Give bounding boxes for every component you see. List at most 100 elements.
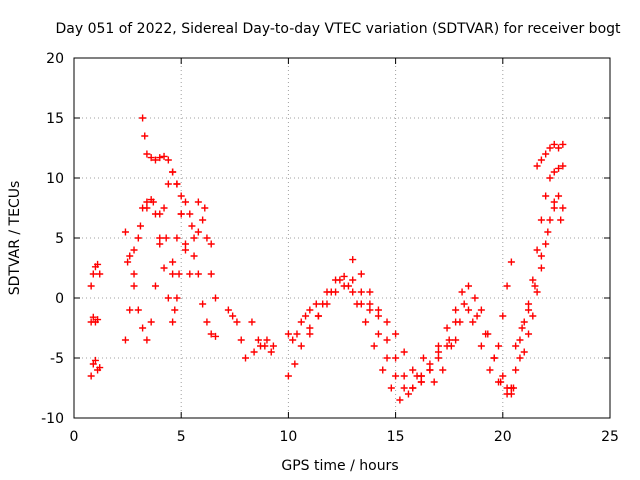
data-point <box>164 156 172 164</box>
x-tick-label: 0 <box>70 429 79 445</box>
series-track-t <box>507 192 567 392</box>
data-point <box>169 318 177 326</box>
y-tick-label: 0 <box>55 291 64 307</box>
data-point <box>503 282 511 290</box>
data-point <box>203 318 211 326</box>
data-point <box>306 324 314 332</box>
data-point <box>229 312 237 320</box>
data-point <box>400 384 408 392</box>
data-point <box>151 282 159 290</box>
series-track-a <box>87 260 104 290</box>
series-track-f <box>124 198 215 278</box>
data-point <box>542 150 550 158</box>
data-point <box>533 162 541 170</box>
data-point <box>143 204 151 212</box>
data-point <box>542 192 550 200</box>
data-point <box>156 234 164 242</box>
data-point <box>357 288 365 296</box>
data-point <box>201 204 209 212</box>
data-point <box>171 306 179 314</box>
data-point <box>169 258 177 266</box>
data-point <box>392 330 400 338</box>
data-point <box>452 318 460 326</box>
data-point <box>302 312 310 320</box>
data-point <box>507 384 515 392</box>
data-point <box>387 384 395 392</box>
data-point <box>559 204 567 212</box>
data-point <box>126 306 134 314</box>
data-point <box>284 330 292 338</box>
data-point <box>124 258 132 266</box>
y-tick-label: 20 <box>46 51 64 67</box>
data-point <box>149 198 157 206</box>
data-point <box>156 154 164 162</box>
data-point <box>374 312 382 320</box>
data-point <box>550 140 558 148</box>
data-point <box>96 364 104 372</box>
data-point <box>207 240 215 248</box>
data-point <box>332 288 340 296</box>
series-track-e <box>121 168 220 344</box>
data-point <box>323 300 331 308</box>
data-point <box>94 260 102 268</box>
data-point <box>89 270 97 278</box>
data-point <box>143 336 151 344</box>
data-point <box>160 204 168 212</box>
data-point <box>121 228 129 236</box>
data-point <box>426 360 434 368</box>
x-tick-label: 25 <box>601 429 619 445</box>
data-point <box>516 336 524 344</box>
y-tick-label: 5 <box>55 231 64 247</box>
data-point <box>173 234 181 242</box>
data-point <box>139 114 147 122</box>
x-tick-label: 20 <box>494 429 512 445</box>
data-point <box>147 318 155 326</box>
data-point <box>130 270 138 278</box>
data-point <box>147 154 155 162</box>
data-point <box>177 192 185 200</box>
data-point <box>136 222 144 230</box>
data-point <box>194 270 202 278</box>
data-point <box>263 336 271 344</box>
data-point <box>141 132 149 140</box>
data-point <box>366 288 374 296</box>
data-point <box>306 306 314 314</box>
x-tick-label: 10 <box>279 429 297 445</box>
data-point <box>374 306 382 314</box>
data-point <box>297 342 305 350</box>
data-point <box>212 294 220 302</box>
data-point <box>269 342 277 350</box>
data-point <box>293 330 301 338</box>
data-point <box>289 336 297 344</box>
y-tick-label: 10 <box>46 171 64 187</box>
data-point <box>357 270 365 278</box>
data-point <box>546 174 554 182</box>
data-points <box>87 114 567 404</box>
data-point <box>439 366 447 374</box>
series-track-j <box>248 318 275 356</box>
data-point <box>190 234 198 242</box>
x-axis-label: GPS time / hours <box>281 458 398 474</box>
data-point <box>357 300 365 308</box>
data-point <box>332 276 340 284</box>
data-point <box>477 342 485 350</box>
data-point <box>537 252 545 260</box>
data-point <box>181 240 189 248</box>
x-tick-label: 5 <box>177 429 186 445</box>
series-track-h <box>169 294 181 326</box>
data-point <box>151 156 159 164</box>
data-point <box>297 318 305 326</box>
series-track-s <box>495 258 515 350</box>
data-point <box>409 384 417 392</box>
data-point <box>426 366 434 374</box>
data-point <box>464 282 472 290</box>
data-point <box>447 342 455 350</box>
data-point <box>242 354 250 362</box>
data-point <box>169 270 177 278</box>
data-point <box>525 306 533 314</box>
data-point <box>495 342 503 350</box>
data-point <box>452 306 460 314</box>
data-point <box>291 360 299 368</box>
data-point <box>400 348 408 356</box>
